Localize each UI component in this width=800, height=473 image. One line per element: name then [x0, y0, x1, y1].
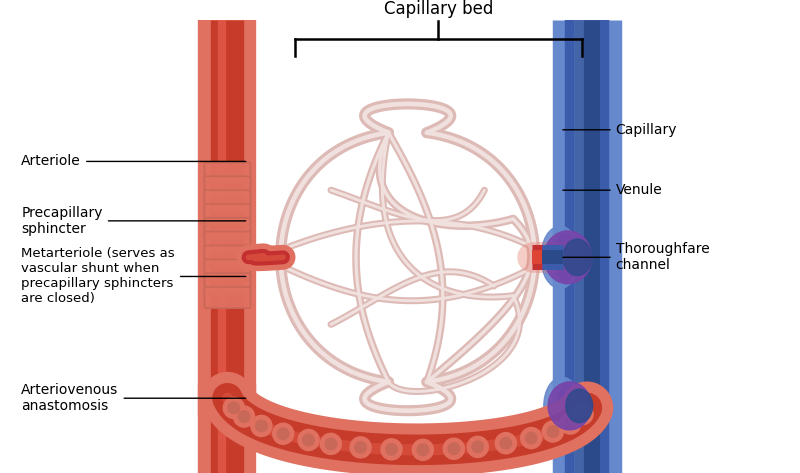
- Circle shape: [381, 439, 402, 460]
- Text: Capillary bed: Capillary bed: [384, 0, 493, 18]
- Circle shape: [386, 444, 398, 455]
- Circle shape: [355, 442, 366, 453]
- Circle shape: [448, 443, 459, 455]
- Ellipse shape: [544, 231, 592, 284]
- FancyBboxPatch shape: [205, 190, 250, 211]
- Ellipse shape: [563, 239, 592, 275]
- Circle shape: [228, 402, 239, 414]
- Circle shape: [495, 433, 516, 454]
- Circle shape: [526, 432, 537, 444]
- Circle shape: [521, 428, 542, 448]
- Circle shape: [467, 436, 488, 457]
- FancyBboxPatch shape: [205, 245, 250, 267]
- FancyBboxPatch shape: [205, 259, 250, 280]
- Circle shape: [547, 426, 558, 437]
- Text: Arteriovenous
anastomosis: Arteriovenous anastomosis: [22, 383, 246, 413]
- Ellipse shape: [544, 377, 580, 435]
- Circle shape: [542, 421, 563, 442]
- Text: Arteriole: Arteriole: [22, 154, 246, 168]
- FancyBboxPatch shape: [205, 204, 250, 225]
- Circle shape: [572, 403, 593, 425]
- Circle shape: [565, 418, 576, 429]
- FancyBboxPatch shape: [205, 273, 250, 294]
- Circle shape: [443, 438, 464, 459]
- Circle shape: [472, 441, 483, 453]
- Circle shape: [560, 413, 581, 434]
- Circle shape: [278, 428, 289, 439]
- Circle shape: [273, 423, 294, 444]
- Text: Precapillary
sphincter: Precapillary sphincter: [22, 206, 246, 236]
- Text: Venule: Venule: [563, 183, 662, 197]
- Circle shape: [251, 415, 272, 437]
- FancyBboxPatch shape: [205, 218, 250, 239]
- Circle shape: [320, 433, 342, 455]
- Circle shape: [325, 438, 337, 450]
- Circle shape: [350, 437, 371, 458]
- Ellipse shape: [548, 382, 591, 430]
- Ellipse shape: [541, 226, 579, 289]
- Circle shape: [500, 438, 511, 449]
- Ellipse shape: [566, 389, 593, 423]
- FancyBboxPatch shape: [205, 176, 250, 197]
- Ellipse shape: [554, 234, 578, 280]
- Circle shape: [302, 434, 314, 446]
- Text: Metarteriole (serves as
vascular shunt when
precapillary sphincters
are closed): Metarteriole (serves as vascular shunt w…: [22, 247, 246, 306]
- Circle shape: [223, 397, 244, 419]
- Circle shape: [238, 411, 250, 422]
- Circle shape: [298, 429, 319, 451]
- Circle shape: [412, 439, 434, 460]
- FancyBboxPatch shape: [205, 287, 250, 308]
- Circle shape: [256, 420, 267, 432]
- Circle shape: [417, 444, 429, 455]
- FancyBboxPatch shape: [205, 232, 250, 253]
- Text: Capillary: Capillary: [563, 123, 678, 137]
- Ellipse shape: [558, 385, 578, 427]
- Text: Thoroughfare
channel: Thoroughfare channel: [563, 242, 710, 272]
- Circle shape: [234, 406, 254, 427]
- Circle shape: [577, 408, 588, 420]
- FancyBboxPatch shape: [205, 162, 250, 184]
